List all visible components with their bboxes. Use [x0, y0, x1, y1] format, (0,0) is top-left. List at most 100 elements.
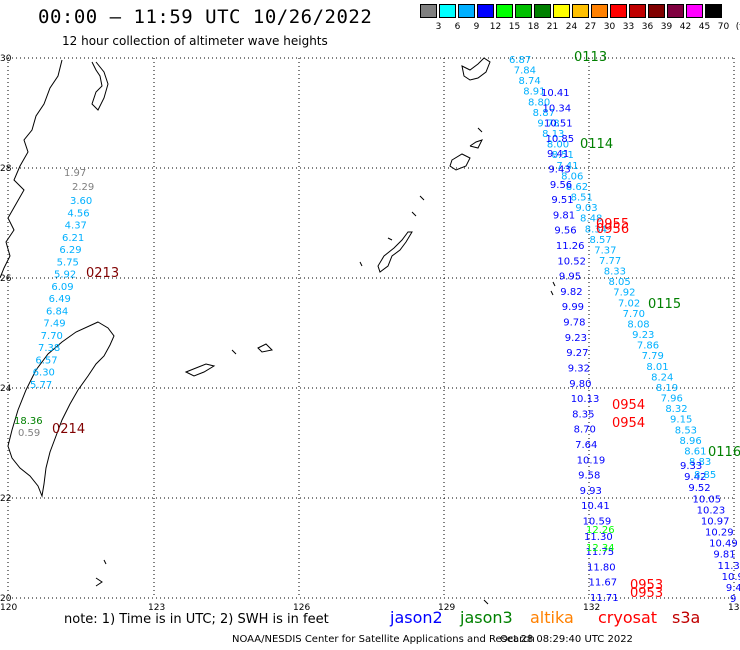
scale-swatch [534, 4, 551, 18]
swh-value: 10.41 [581, 501, 610, 512]
scale-label: 12 [489, 22, 502, 32]
swh-value: 7.92 [613, 288, 635, 299]
china-coastline [0, 59, 63, 279]
swh-value: 7.37 [594, 245, 616, 256]
swh-value: 8.35 [572, 409, 594, 420]
swh-value: 9.27 [566, 348, 588, 359]
swh-value: 9.43 [548, 165, 570, 176]
scale-label: 36 [641, 22, 654, 32]
scale-swatch [477, 4, 494, 18]
longitude-tick: 126 [293, 603, 310, 613]
swh-value: 8.53 [675, 425, 697, 436]
scale-label: 24 [565, 22, 578, 32]
swh-value: 4.37 [65, 221, 87, 232]
pass-time-label: 0115 [648, 297, 681, 312]
swh-value: 9.78 [537, 118, 559, 129]
swh-value: 10.41 [541, 88, 570, 99]
swh-value: 9.81 [713, 550, 735, 561]
swh-value: 9.93 [580, 486, 602, 497]
scale-swatch [591, 4, 608, 18]
swh-value: 7.02 [618, 298, 640, 309]
swh-value: 9.95 [559, 272, 581, 283]
pass-time-label: 0114 [580, 137, 613, 152]
swh-value: 10.51 [544, 119, 573, 130]
swh-value: 11.67 [589, 578, 618, 589]
scale-label: 70 [717, 22, 730, 32]
satellite-name: altika [530, 608, 574, 627]
swh-value: 8.80 [528, 97, 550, 108]
latitude-tick: 22 [0, 494, 11, 504]
swh-value: 8.33 [604, 267, 626, 278]
latitude-tick: 30 [0, 54, 12, 64]
satellite-name: jason2 [390, 608, 443, 627]
swh-value: 6.21 [62, 233, 84, 244]
scale-swatch [629, 4, 646, 18]
swh-value: 9.51 [551, 195, 573, 206]
swh-value: 10.23 [697, 505, 726, 516]
scale-label: 3 [435, 22, 442, 32]
swh-value: 8.51 [552, 150, 574, 161]
swh-value: 7.84 [514, 66, 536, 77]
pass-time-label: 0956 [596, 222, 629, 237]
scale-label: 6 [454, 22, 461, 32]
swh-value: 10.13 [571, 394, 600, 405]
swh-value: 8.57 [590, 235, 612, 246]
swh-value: 9.23 [565, 333, 587, 344]
swh-value: 11.26 [556, 241, 585, 252]
swh-value: 9.42 [684, 472, 706, 483]
swh-value: 7.64 [575, 440, 597, 451]
scale-label: 33 [622, 22, 635, 32]
longitude-tick: 135 [728, 603, 740, 613]
swh-value: 6.84 [46, 306, 68, 317]
generation-timestamp: Oct 28 08:29:40 UTC 2022 [500, 634, 633, 645]
swh-value: 9.4 [726, 583, 740, 594]
swh-value: 11.30 [584, 532, 613, 543]
swh-value: 9.03 [575, 203, 597, 214]
scale-swatch [515, 4, 532, 18]
swh-value: 6.49 [49, 294, 71, 305]
longitude-tick: 132 [583, 603, 600, 613]
swh-value: 8.13 [542, 129, 564, 140]
okinawa-coastline [377, 231, 413, 273]
scale-label: 45 [698, 22, 711, 32]
scale-swatch [439, 4, 456, 18]
swh-value: 7.41 [556, 161, 578, 172]
swh-value: 9.82 [560, 287, 582, 298]
swh-value: 8.48 [580, 214, 602, 225]
swh-value: 7.79 [642, 351, 664, 362]
swh-value: 8.85 [694, 470, 716, 481]
southern-islets [95, 559, 489, 605]
swh-value: 9.78 [563, 318, 585, 329]
map-grid [7, 57, 735, 599]
pass-time-label: 0116 [708, 445, 740, 460]
longitude-tick: 123 [148, 603, 165, 613]
swh-value: 8.00 [547, 140, 569, 151]
swh-value: 10.97 [701, 516, 730, 527]
swh-value: 8.62 [566, 182, 588, 193]
pass-time-label: 0954 [612, 416, 645, 431]
swh-value: 7.70 [623, 309, 645, 320]
swh-value: 8.96 [680, 436, 702, 447]
swh-value: 7.49 [43, 319, 65, 330]
kyushu-coastline [461, 57, 491, 81]
scale-swatch [572, 4, 589, 18]
swh-value: 9.81 [553, 210, 575, 221]
axis-tick-labels: 120 123 126 129 132 135 30 28 26 24 22 20 [0, 54, 740, 613]
pass-time-label: 0954 [612, 398, 645, 413]
swh-value: 7.86 [637, 341, 659, 352]
china-islands [91, 61, 109, 111]
pass-time-label: 0953 [630, 586, 663, 601]
latitude-tick: 26 [0, 274, 12, 284]
coastlines [0, 57, 556, 605]
credit-line: NOAA/NESDIS Center for Satellite Applica… [232, 634, 535, 645]
swh-value: 10.9 [722, 572, 740, 583]
swh-value: 5.92 [54, 270, 76, 281]
amami-islands [449, 127, 483, 171]
swh-value: 6.29 [59, 245, 81, 256]
scale-label: (ft) [735, 22, 740, 32]
pass-time-label: 0953 [630, 578, 663, 593]
swh-value: 10.52 [557, 256, 586, 267]
swh-value: 8.05 [608, 277, 630, 288]
map-title: 00:00 – 11:59 UTC 10/26/2022 [38, 6, 373, 28]
